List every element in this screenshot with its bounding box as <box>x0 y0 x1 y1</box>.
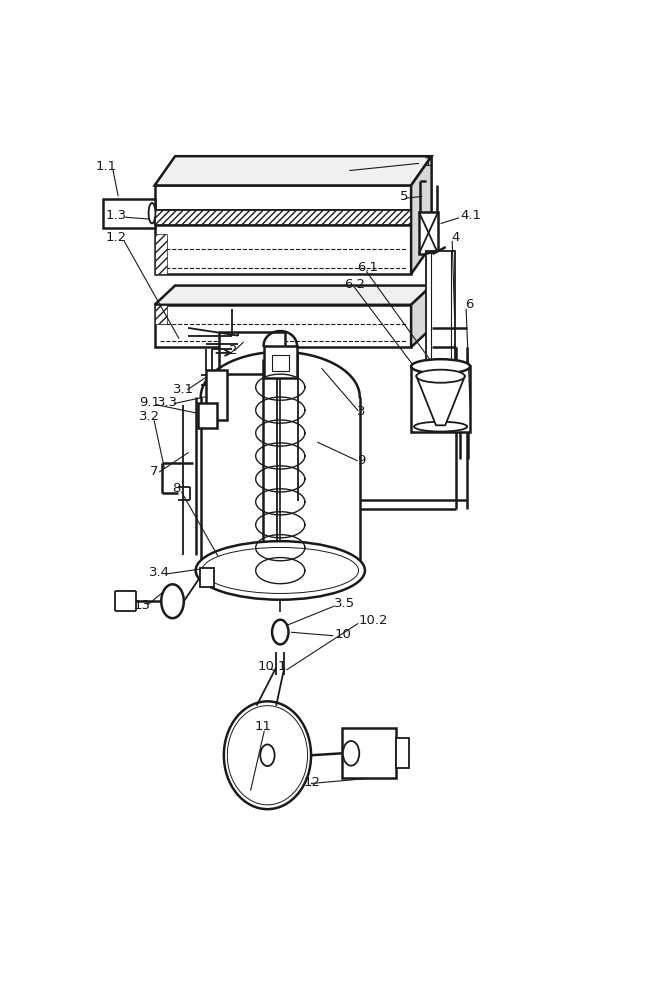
Text: 3.3: 3.3 <box>157 396 178 409</box>
Text: 11: 11 <box>255 720 271 733</box>
Ellipse shape <box>227 706 308 805</box>
Text: 10: 10 <box>334 628 351 641</box>
Ellipse shape <box>224 701 311 809</box>
Polygon shape <box>154 286 432 305</box>
Ellipse shape <box>196 541 365 600</box>
Polygon shape <box>411 286 432 347</box>
Text: 1.1: 1.1 <box>95 160 117 173</box>
Text: 3.2: 3.2 <box>139 410 160 423</box>
Text: 12: 12 <box>303 776 320 789</box>
Bar <box>206 370 228 420</box>
Ellipse shape <box>272 620 289 644</box>
Text: 6.1: 6.1 <box>357 261 378 274</box>
Text: 8: 8 <box>173 482 181 495</box>
Bar <box>419 212 438 254</box>
Text: 6.2: 6.2 <box>344 278 365 291</box>
Bar <box>426 251 455 428</box>
Bar <box>218 332 285 374</box>
Text: 1.2: 1.2 <box>106 231 127 244</box>
Text: 3.1: 3.1 <box>173 383 194 396</box>
Bar <box>342 728 396 778</box>
Ellipse shape <box>414 422 467 432</box>
Ellipse shape <box>148 203 156 223</box>
Text: 3: 3 <box>357 405 365 418</box>
Text: 1.3: 1.3 <box>106 209 127 222</box>
Bar <box>198 403 216 428</box>
Ellipse shape <box>162 584 184 618</box>
Bar <box>154 210 411 225</box>
Text: 10.1: 10.1 <box>257 660 287 673</box>
Text: 6: 6 <box>465 298 473 311</box>
Ellipse shape <box>416 370 465 383</box>
Polygon shape <box>154 156 432 185</box>
Bar <box>154 305 411 347</box>
Text: 4: 4 <box>451 231 459 244</box>
Bar <box>154 234 167 274</box>
Text: 10.2: 10.2 <box>359 614 389 627</box>
Circle shape <box>260 744 275 766</box>
Polygon shape <box>411 156 432 274</box>
Polygon shape <box>416 376 465 425</box>
Ellipse shape <box>411 359 470 374</box>
Bar <box>103 199 154 228</box>
Bar <box>154 185 411 274</box>
Text: 13: 13 <box>134 599 151 612</box>
Text: 7: 7 <box>150 465 158 478</box>
Bar <box>200 568 214 587</box>
Text: 3.5: 3.5 <box>334 597 355 610</box>
Text: 3.4: 3.4 <box>150 566 170 579</box>
Text: 1: 1 <box>424 156 432 169</box>
Text: 5: 5 <box>401 190 409 204</box>
Text: 2: 2 <box>229 344 238 358</box>
Bar <box>272 355 289 371</box>
Circle shape <box>343 741 359 766</box>
Ellipse shape <box>202 547 359 593</box>
Bar <box>154 305 167 324</box>
Text: 4.1: 4.1 <box>460 209 481 222</box>
Bar <box>263 346 297 378</box>
Text: 9.1: 9.1 <box>139 396 160 409</box>
Bar <box>411 366 470 432</box>
Bar <box>396 738 408 768</box>
Text: 9: 9 <box>357 454 365 467</box>
